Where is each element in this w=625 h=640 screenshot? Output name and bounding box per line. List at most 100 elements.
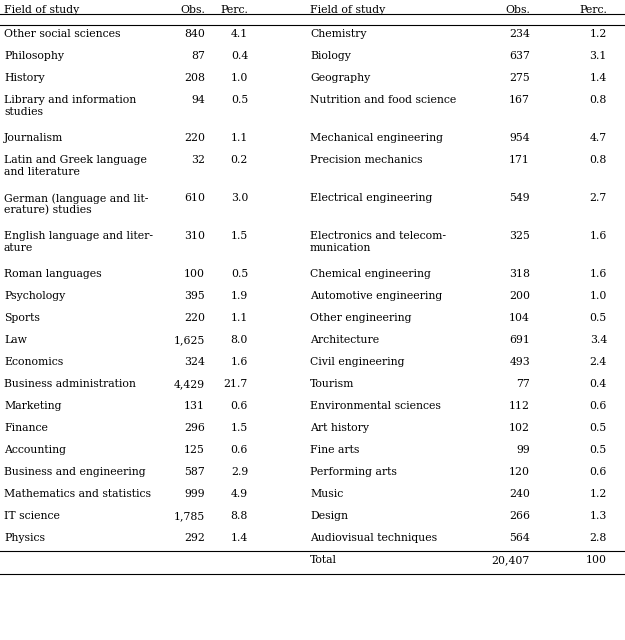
Text: 167: 167 (509, 95, 530, 105)
Text: 99: 99 (516, 445, 530, 455)
Text: 1.4: 1.4 (231, 533, 248, 543)
Text: 1.2: 1.2 (589, 29, 607, 39)
Text: Other engineering: Other engineering (310, 313, 411, 323)
Text: Law: Law (4, 335, 27, 345)
Text: 840: 840 (184, 29, 205, 39)
Text: 102: 102 (509, 423, 530, 433)
Text: 1,625: 1,625 (174, 335, 205, 345)
Text: 1.6: 1.6 (589, 269, 607, 279)
Text: 325: 325 (509, 231, 530, 241)
Text: 318: 318 (509, 269, 530, 279)
Text: 3.0: 3.0 (231, 193, 248, 203)
Text: Accounting: Accounting (4, 445, 66, 455)
Text: 32: 32 (191, 155, 205, 165)
Text: Fine arts: Fine arts (310, 445, 359, 455)
Text: Roman languages: Roman languages (4, 269, 102, 279)
Text: 0.5: 0.5 (590, 445, 607, 455)
Text: Tourism: Tourism (310, 379, 354, 389)
Text: 0.8: 0.8 (589, 155, 607, 165)
Text: Design: Design (310, 511, 348, 521)
Text: 1.0: 1.0 (589, 291, 607, 301)
Text: Chemistry: Chemistry (310, 29, 366, 39)
Text: Architecture: Architecture (310, 335, 379, 345)
Text: 1.2: 1.2 (589, 489, 607, 499)
Text: 208: 208 (184, 73, 205, 83)
Text: 94: 94 (191, 95, 205, 105)
Text: 87: 87 (191, 51, 205, 61)
Text: Automotive engineering: Automotive engineering (310, 291, 442, 301)
Text: Field of study: Field of study (310, 5, 385, 15)
Text: 1.6: 1.6 (589, 231, 607, 241)
Text: 310: 310 (184, 231, 205, 241)
Text: Latin and Greek language
and literature: Latin and Greek language and literature (4, 155, 147, 177)
Text: 1.0: 1.0 (231, 73, 248, 83)
Text: Art history: Art history (310, 423, 369, 433)
Text: 2.7: 2.7 (590, 193, 607, 203)
Text: Journalism: Journalism (4, 133, 63, 143)
Text: 0.6: 0.6 (231, 401, 248, 411)
Text: 1.5: 1.5 (231, 423, 248, 433)
Text: 275: 275 (509, 73, 530, 83)
Text: Nutrition and food science: Nutrition and food science (310, 95, 456, 105)
Text: 240: 240 (509, 489, 530, 499)
Text: 120: 120 (509, 467, 530, 477)
Text: 0.5: 0.5 (231, 95, 248, 105)
Text: Perc.: Perc. (220, 5, 248, 15)
Text: Obs.: Obs. (505, 5, 530, 15)
Text: 2.9: 2.9 (231, 467, 248, 477)
Text: 296: 296 (184, 423, 205, 433)
Text: 1.5: 1.5 (231, 231, 248, 241)
Text: 21.7: 21.7 (224, 379, 248, 389)
Text: Total: Total (310, 555, 337, 565)
Text: Audiovisual techniques: Audiovisual techniques (310, 533, 437, 543)
Text: 8.0: 8.0 (231, 335, 248, 345)
Text: Other social sciences: Other social sciences (4, 29, 121, 39)
Text: Finance: Finance (4, 423, 48, 433)
Text: Biology: Biology (310, 51, 351, 61)
Text: 20,407: 20,407 (492, 555, 530, 565)
Text: 1,785: 1,785 (174, 511, 205, 521)
Text: IT science: IT science (4, 511, 60, 521)
Text: Precision mechanics: Precision mechanics (310, 155, 422, 165)
Text: Electronics and telecom-
munication: Electronics and telecom- munication (310, 231, 446, 253)
Text: 324: 324 (184, 357, 205, 367)
Text: 0.4: 0.4 (231, 51, 248, 61)
Text: 549: 549 (509, 193, 530, 203)
Text: Civil engineering: Civil engineering (310, 357, 404, 367)
Text: Mathematics and statistics: Mathematics and statistics (4, 489, 151, 499)
Text: 0.2: 0.2 (231, 155, 248, 165)
Text: Physics: Physics (4, 533, 45, 543)
Text: 610: 610 (184, 193, 205, 203)
Text: Business administration: Business administration (4, 379, 136, 389)
Text: Environmental sciences: Environmental sciences (310, 401, 441, 411)
Text: Mechanical engineering: Mechanical engineering (310, 133, 443, 143)
Text: 0.6: 0.6 (589, 467, 607, 477)
Text: 493: 493 (509, 357, 530, 367)
Text: 234: 234 (509, 29, 530, 39)
Text: Philosophy: Philosophy (4, 51, 64, 61)
Text: Psychology: Psychology (4, 291, 65, 301)
Text: Library and information
studies: Library and information studies (4, 95, 136, 116)
Text: 1.4: 1.4 (590, 73, 607, 83)
Text: 0.4: 0.4 (590, 379, 607, 389)
Text: 0.5: 0.5 (231, 269, 248, 279)
Text: 691: 691 (509, 335, 530, 345)
Text: 637: 637 (509, 51, 530, 61)
Text: 1.1: 1.1 (231, 313, 248, 323)
Text: 100: 100 (586, 555, 607, 565)
Text: 104: 104 (509, 313, 530, 323)
Text: 0.8: 0.8 (589, 95, 607, 105)
Text: 125: 125 (184, 445, 205, 455)
Text: Chemical engineering: Chemical engineering (310, 269, 431, 279)
Text: 4,429: 4,429 (174, 379, 205, 389)
Text: 3.1: 3.1 (589, 51, 607, 61)
Text: Economics: Economics (4, 357, 63, 367)
Text: 0.5: 0.5 (590, 313, 607, 323)
Text: 2.4: 2.4 (590, 357, 607, 367)
Text: 220: 220 (184, 313, 205, 323)
Text: Electrical engineering: Electrical engineering (310, 193, 432, 203)
Text: 131: 131 (184, 401, 205, 411)
Text: 1.3: 1.3 (589, 511, 607, 521)
Text: Performing arts: Performing arts (310, 467, 397, 477)
Text: 8.8: 8.8 (231, 511, 248, 521)
